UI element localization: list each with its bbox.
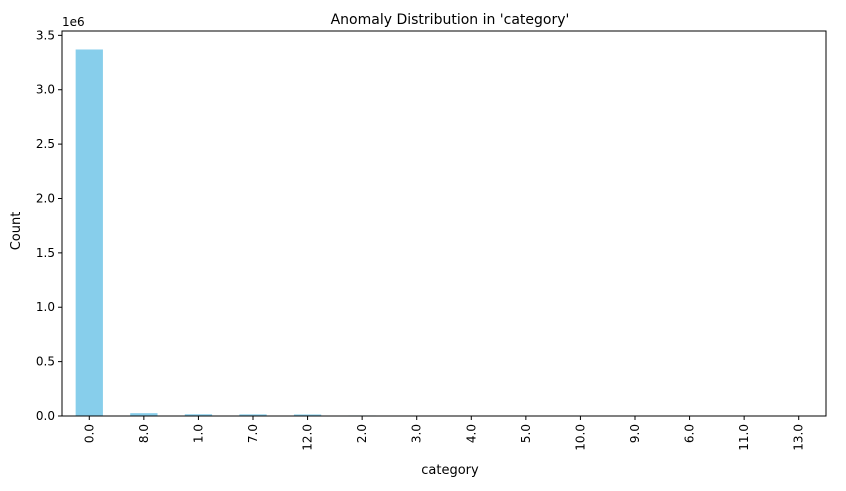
- y-tick-label: 0.0: [36, 409, 55, 423]
- y-tick-label: 1.0: [36, 300, 55, 314]
- x-tick-label: 12.0: [301, 424, 315, 451]
- y-ticks-group: 0.0 0.5 1.0 1.5 2.0 2.5 3.0 3.5: [36, 28, 62, 423]
- y-tick-label: 0.5: [36, 355, 55, 369]
- y-tick-label: 3.0: [36, 83, 55, 97]
- x-tick-label: 4.0: [464, 424, 478, 443]
- x-tick-label: 8.0: [137, 424, 151, 443]
- y-tick-label: 2.5: [36, 137, 55, 151]
- x-tick-label: 11.0: [737, 424, 751, 451]
- x-tick-label: 13.0: [792, 424, 806, 451]
- x-axis-label: category: [421, 463, 479, 478]
- x-tick-label: 2.0: [355, 424, 369, 443]
- x-tick-label: 3.0: [410, 424, 424, 443]
- bar-0.0: [76, 49, 103, 416]
- x-ticks-group: 0.0 8.0 1.0 7.0 12.0 2.0 3.0 4.0 5.0 10.0 9.0 6.0 11…: [82, 416, 805, 451]
- chart-title: Anomaly Distribution in 'category': [331, 12, 570, 28]
- y-axis-label: Count: [9, 212, 24, 251]
- plot-frame: [62, 31, 826, 416]
- x-tick-label: 10.0: [573, 424, 587, 451]
- y-tick-label: 1.5: [36, 246, 55, 260]
- bars-group: [76, 49, 813, 416]
- y-tick-label: 3.5: [36, 28, 55, 42]
- x-tick-label: 6.0: [683, 424, 697, 443]
- x-tick-label: 7.0: [246, 424, 260, 443]
- x-tick-label: 1.0: [191, 424, 205, 443]
- y-tick-label: 2.0: [36, 191, 55, 205]
- y-axis-multiplier: 1e6: [62, 15, 85, 29]
- x-tick-label: 9.0: [628, 424, 642, 443]
- x-tick-label: 5.0: [519, 424, 533, 443]
- x-tick-label: 0.0: [82, 424, 96, 443]
